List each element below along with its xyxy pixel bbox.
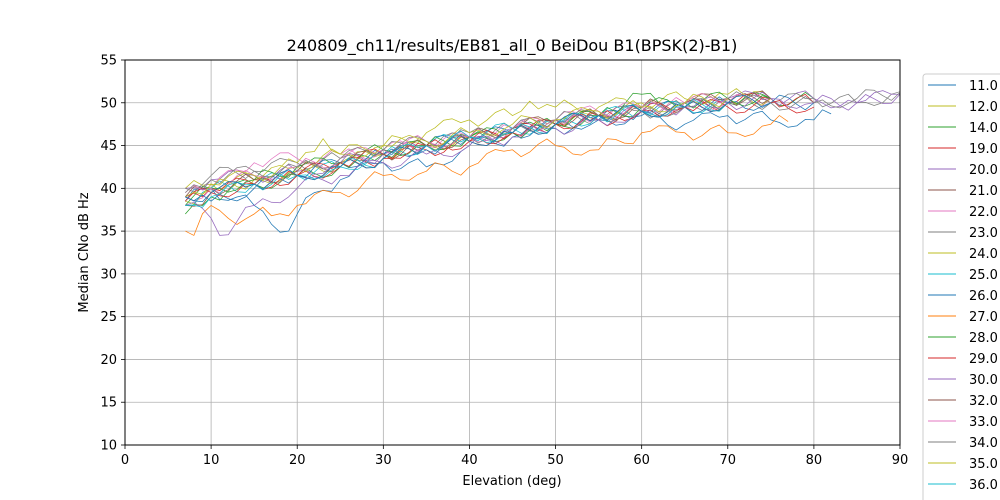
series-line [184, 109, 832, 233]
grid [124, 59, 901, 446]
legend: 11.0 12.0 14.0 19.0 20.0 21.0 22.0 23.0 24.0 25.0… [922, 73, 1000, 500]
legend-label: 30.0 [969, 373, 998, 388]
legend-label: 25.0 [969, 268, 998, 283]
y-tick-label: 40 [100, 182, 117, 197]
series-line [185, 89, 901, 193]
series-line [185, 93, 771, 207]
x-tick-label: 60 [633, 453, 650, 468]
x-tick-label: 10 [203, 453, 220, 468]
x-tick-label: 80 [806, 453, 823, 468]
series-line [185, 90, 901, 191]
legend-label: 24.0 [969, 247, 998, 262]
x-tick-label: 70 [720, 453, 737, 468]
legend-label: 28.0 [969, 331, 998, 346]
series-lines [184, 88, 901, 236]
y-axis-label: Median CNo dB Hz [77, 192, 92, 312]
legend-label: 33.0 [969, 415, 998, 430]
x-tick-label: 30 [375, 453, 392, 468]
series-line [185, 93, 729, 198]
x-axis-label: Elevation (deg) [462, 474, 561, 489]
y-tick-label: 10 [100, 439, 117, 454]
series-line [185, 93, 728, 194]
series-line [185, 91, 901, 193]
axis-ticks: 0 10 20 30 40 50 60 70 80 90 10 15 20 25 30 35 40 45 50 55 [100, 54, 908, 469]
legend-label: 12.0 [969, 100, 998, 115]
series-line [185, 95, 771, 202]
x-tick-label: 50 [547, 453, 564, 468]
legend-label: 32.0 [969, 394, 998, 409]
y-tick-label: 15 [100, 396, 117, 411]
x-tick-label: 20 [289, 453, 306, 468]
series-line [185, 90, 900, 236]
legend-label: 14.0 [969, 121, 998, 136]
legend-label: 19.0 [969, 142, 998, 157]
legend-label: 22.0 [969, 205, 998, 220]
series-line [185, 98, 729, 208]
legend-label: 23.0 [969, 226, 998, 241]
y-tick-label: 50 [100, 96, 117, 111]
legend-label: 29.0 [969, 352, 998, 367]
legend-label: 36.0 [969, 478, 998, 493]
y-tick-label: 35 [100, 225, 117, 240]
series-line [185, 94, 772, 202]
x-tick-label: 40 [461, 453, 478, 468]
series-line [185, 88, 772, 205]
legend-box [922, 73, 1000, 500]
series-line [185, 91, 771, 206]
series-line [185, 94, 815, 202]
y-tick-label: 55 [100, 54, 117, 69]
legend-label: 20.0 [969, 163, 998, 178]
legend-label: 26.0 [969, 289, 998, 304]
legend-label: 27.0 [969, 310, 998, 325]
x-tick-label: 0 [121, 453, 129, 468]
x-tick-label: 90 [892, 453, 909, 468]
chart-title: 240809_ch11/results/EB81_all_0 BeiDou B1… [287, 36, 738, 56]
series-line [185, 115, 789, 236]
legend-label: 35.0 [969, 457, 998, 472]
y-tick-label: 30 [100, 267, 117, 282]
legend-label: 11.0 [969, 79, 998, 94]
y-tick-label: 20 [100, 353, 117, 368]
y-tick-label: 45 [100, 139, 117, 154]
plot-frame [124, 59, 901, 446]
series-line [185, 97, 815, 202]
series-line [185, 92, 815, 198]
legend-label: 34.0 [969, 436, 998, 451]
y-tick-label: 25 [100, 310, 117, 325]
legend-label: 21.0 [969, 184, 998, 199]
